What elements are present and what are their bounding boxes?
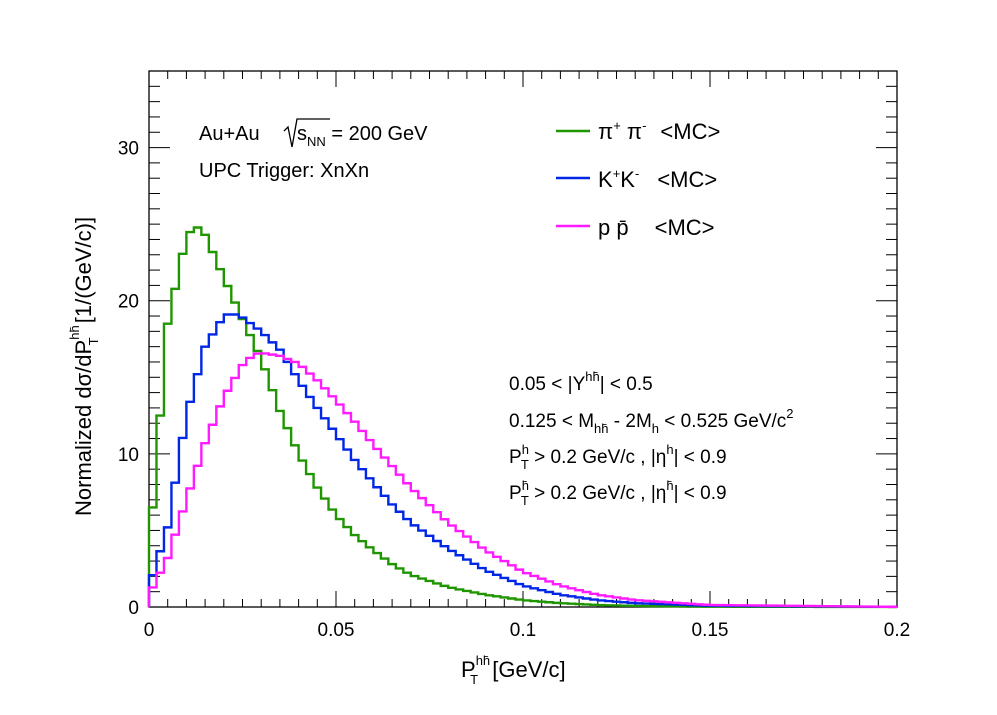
series-layer <box>147 226 897 609</box>
x-tick-label: 0.15 <box>692 620 729 641</box>
cut-pt-hbar: Ph̄ T > 0.2 GeV/c , |ηh̄| < 0.9 <box>509 478 727 508</box>
plot-frame <box>148 70 898 608</box>
cut-mass: 0.125 < Mhh̄ - 2Mh < 0.525 GeV/c2 <box>509 406 794 436</box>
legend: π+ π- <MC> K+K- <MC> p p̄ <MC> <box>556 118 720 240</box>
x-axis-title: Phh̄ T [GeV/c] <box>461 653 566 687</box>
x-tick-label: 0.05 <box>318 620 355 641</box>
series-line-2 <box>147 352 897 609</box>
trigger-label: UPC Trigger: XnXn <box>199 160 369 182</box>
y-tick-label: 20 <box>118 292 139 313</box>
collision-label: Au+Au <box>199 123 260 145</box>
axis-ticks: 0 0.05 0.1 0.15 0.2 0 10 20 30 <box>118 70 910 641</box>
y-tick-label: 0 <box>128 598 139 619</box>
cut-pt-h: Ph T > 0.2 GeV/c , |ηh| < 0.9 <box>509 442 727 472</box>
sqrt-sign <box>283 118 330 148</box>
legend-label-ppbar: p p̄ <MC> <box>598 215 715 240</box>
y-tick-label: 30 <box>118 139 139 160</box>
legend-label-pipi: π+ π- <MC> <box>598 118 720 144</box>
y-tick-label: 10 <box>118 445 139 466</box>
x-tick-label: 0.2 <box>884 620 910 641</box>
legend-label-kk: K+K- <MC> <box>598 166 717 192</box>
x-tick-label: 0 <box>144 620 155 641</box>
cuts-block: 0.05 < |Yhh̄| < 0.5 0.125 < Mhh̄ - 2Mh <… <box>509 369 794 508</box>
cut-rapidity: 0.05 < |Yhh̄| < 0.5 <box>509 369 653 395</box>
y-axis-title: Normalized dσ/dPhh̄T [1/(GeV/c)] <box>67 217 101 516</box>
x-tick-label: 0.1 <box>510 620 536 641</box>
sqrt-s-label: sNN = 200 GeV <box>297 123 428 149</box>
